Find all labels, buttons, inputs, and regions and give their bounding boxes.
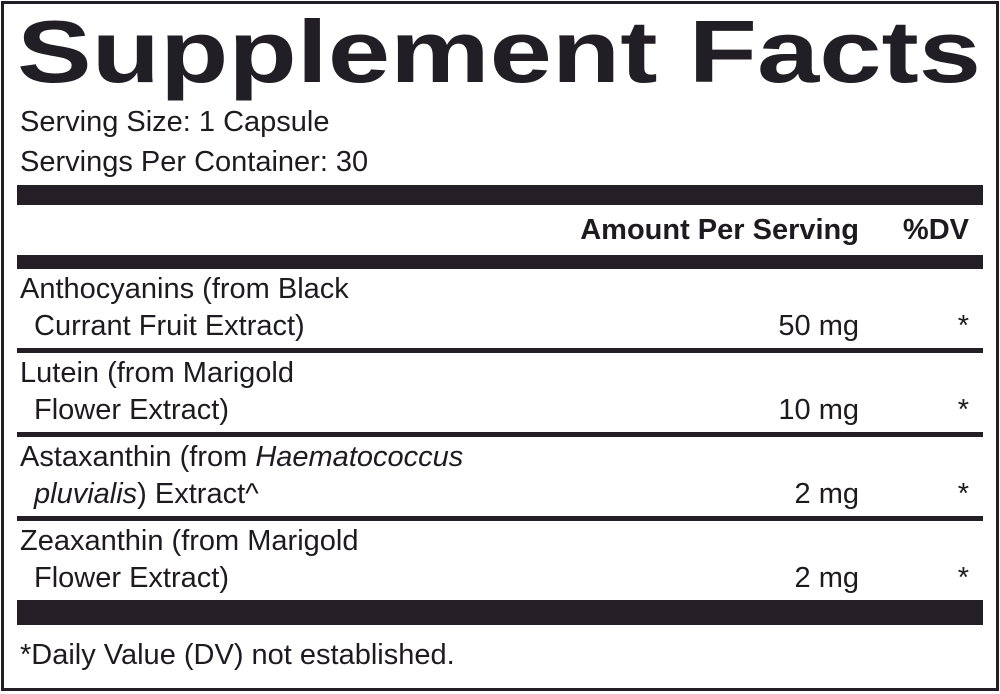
ingredient-dv: * bbox=[957, 562, 969, 594]
servings-per-container-line: Servings Per Container: 30 bbox=[20, 146, 369, 178]
daily-value-footnote: *Daily Value (DV) not established. bbox=[20, 639, 455, 671]
ingredient-row-astaxanthin: Astaxanthin (from Haematococcus pluviali… bbox=[17, 437, 983, 521]
ingredient-name: Zeaxanthin (from Marigold Flower Extract… bbox=[17, 523, 699, 597]
ingredient-row-zeaxanthin: Zeaxanthin (from Marigold Flower Extract… bbox=[17, 521, 983, 600]
panel-title-svg: Supplement Facts bbox=[17, 2, 981, 101]
ingredient-name: Lutein (from Marigold Flower Extract) bbox=[17, 355, 699, 429]
ingredient-row-anthocyanins: Anthocyanins (from Black Currant Fruit E… bbox=[17, 269, 983, 353]
ingredient-name-line1: Zeaxanthin (from Marigold bbox=[20, 525, 359, 557]
ingredient-amount: 50 mg bbox=[778, 310, 859, 342]
serving-size-line: Serving Size: 1 Capsule bbox=[20, 106, 330, 138]
divider-medium bbox=[17, 255, 983, 269]
column-header-dv: %DV bbox=[902, 213, 969, 246]
ingredient-amount: 2 mg bbox=[794, 478, 859, 510]
ingredient-name: Astaxanthin (from Haematococcus pluviali… bbox=[17, 439, 699, 513]
column-header-row: Amount Per Serving %DV bbox=[17, 205, 983, 255]
ingredient-amount: 10 mg bbox=[778, 394, 859, 426]
ingredient-name-line1: Astaxanthin (from bbox=[20, 441, 256, 473]
ingredient-name-line1-italic: Haematococcus bbox=[255, 441, 464, 473]
column-header-amount: Amount Per Serving bbox=[580, 213, 859, 246]
ingredient-dv: * bbox=[957, 478, 969, 510]
ingredient-name-line2-italic: pluvialis bbox=[34, 478, 138, 510]
ingredient-name-line2: Flower Extract) bbox=[34, 562, 229, 594]
ingredient-row-lutein: Lutein (from Marigold Flower Extract) 10… bbox=[17, 353, 983, 437]
ingredient-dv: * bbox=[957, 394, 969, 426]
ingredient-amount: 2 mg bbox=[794, 562, 859, 594]
ingredient-name-line1: Lutein (from Marigold bbox=[20, 357, 294, 389]
ingredient-dv: * bbox=[957, 310, 969, 342]
ingredient-name: Anthocyanins (from Black Currant Fruit E… bbox=[17, 271, 699, 345]
divider-thick-bottom bbox=[17, 600, 983, 625]
ingredient-name-line2: Flower Extract) bbox=[34, 394, 229, 426]
panel-title: Supplement Facts bbox=[17, 2, 981, 101]
ingredient-name-line2: ) Extract^ bbox=[137, 478, 259, 510]
ingredient-name-line2: Currant Fruit Extract) bbox=[34, 310, 305, 342]
divider-thick-top bbox=[17, 185, 983, 205]
ingredient-name-line1: Anthocyanins (from Black bbox=[20, 273, 349, 305]
